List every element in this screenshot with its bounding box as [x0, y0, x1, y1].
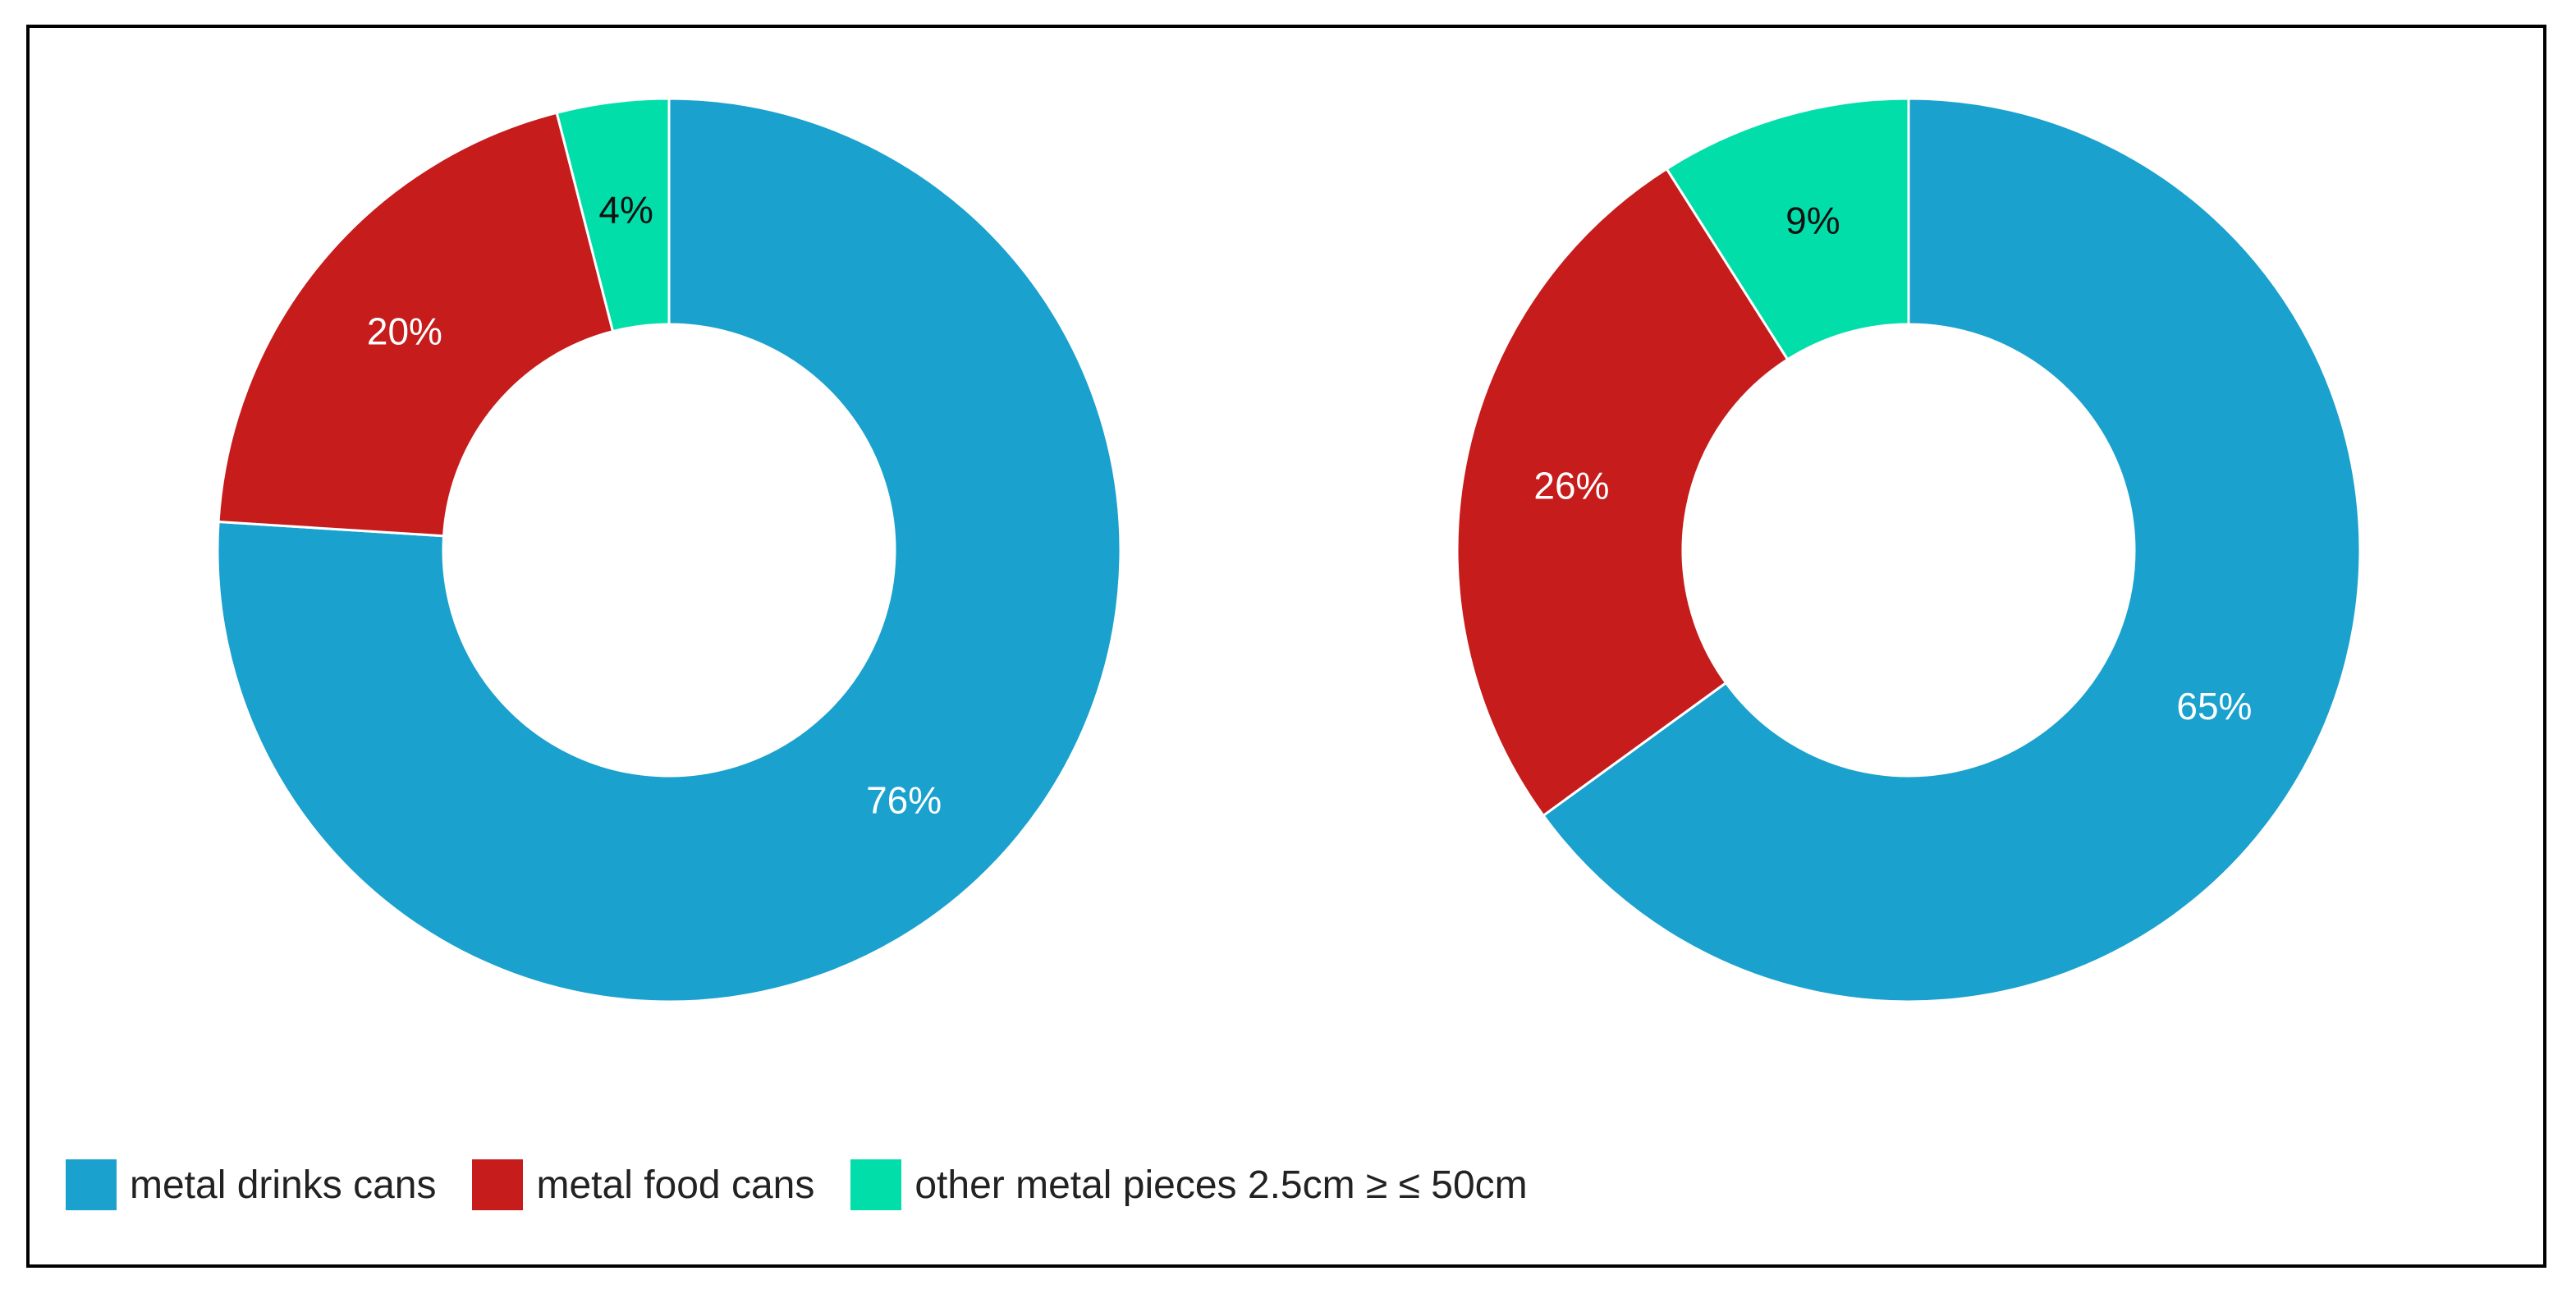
slice-other-metal — [555, 97, 671, 333]
legend-item-food-cans: metal food cans — [472, 1159, 814, 1210]
slice-label-drinks-cans: 65% — [2176, 685, 2252, 727]
slice-drinks-cans — [216, 97, 1122, 1003]
slice-label-food-cans: 26% — [1533, 465, 1609, 507]
slice-food-cans — [1455, 167, 1790, 818]
legend-label-food-cans: metal food cans — [536, 1163, 815, 1207]
legend-swatch-food-cans — [472, 1159, 524, 1210]
legend: metal drinks cans metal food cans other … — [66, 1156, 1564, 1214]
slice-other-metal — [1665, 97, 1910, 361]
slice-drinks-cans — [1541, 97, 2362, 1003]
donut-chart-left: 76% 20% 4% — [216, 97, 1122, 1003]
donut-chart-right: 65% 26% 9% — [1455, 97, 2362, 1003]
slice-label-drinks-cans: 76% — [866, 779, 942, 822]
legend-item-drinks-cans: metal drinks cans — [66, 1159, 436, 1210]
legend-item-other-metal: other metal pieces 2.5cm ≥ ≤ 50cm — [850, 1159, 1528, 1210]
slice-label-other-metal: 4% — [598, 188, 653, 231]
slice-label-other-metal: 9% — [1785, 200, 1840, 242]
legend-swatch-drinks-cans — [66, 1159, 117, 1210]
slice-label-food-cans: 20% — [367, 310, 442, 353]
slice-food-cans — [217, 111, 615, 538]
legend-swatch-other-metal — [850, 1159, 902, 1210]
legend-label-other-metal: other metal pieces 2.5cm ≥ ≤ 50cm — [914, 1163, 1528, 1207]
legend-label-drinks-cans: metal drinks cans — [130, 1163, 437, 1207]
